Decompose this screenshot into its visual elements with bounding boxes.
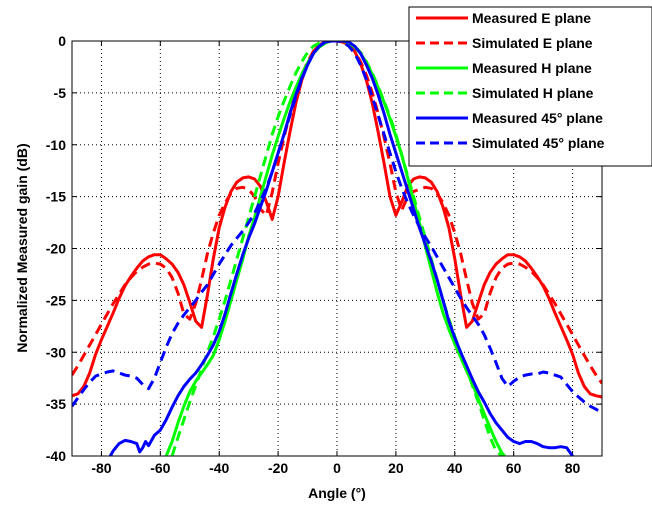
x-tick-label: 20 — [388, 460, 404, 476]
y-tick-label: -30 — [46, 344, 66, 360]
y-tick-label: -35 — [46, 396, 66, 412]
y-tick-label: 0 — [58, 33, 66, 49]
x-tick-label: 0 — [333, 460, 341, 476]
y-tick-label: -20 — [46, 241, 66, 257]
x-tick-label: -80 — [91, 460, 111, 476]
plot-series-area — [72, 41, 602, 456]
series-line-5 — [108, 41, 574, 456]
y-tick-label: -40 — [46, 448, 66, 464]
x-tick-label: 60 — [506, 460, 522, 476]
y-tick-label: -10 — [46, 137, 66, 153]
series-line-1 — [72, 41, 602, 399]
x-tick-label: -60 — [150, 460, 170, 476]
y-tick-label: -15 — [46, 189, 66, 205]
x-tick-label: 80 — [565, 460, 581, 476]
x-axis-tick-labels: -80 -60 -40 -20 0 20 40 60 80 — [91, 460, 580, 476]
legend-label-3: Measured H plane — [472, 60, 592, 76]
x-tick-label: -20 — [268, 460, 288, 476]
y-axis-tick-labels: 0 -5 -10 -15 -20 -25 -30 -35 -40 — [46, 33, 66, 464]
x-tick-label: -40 — [209, 460, 229, 476]
grid-lines — [72, 40, 602, 457]
series-line-6 — [72, 41, 602, 414]
series-line-3 — [164, 41, 506, 456]
y-tick-label: -5 — [54, 85, 67, 101]
legend-label-4: Simulated H plane — [472, 85, 594, 101]
plot-frame — [71, 40, 603, 457]
legend-box — [408, 6, 652, 167]
legend: Measured E plane Simulated E plane Measure… — [408, 6, 652, 167]
series-line-2 — [72, 41, 602, 385]
series-lines — [72, 41, 602, 456]
legend-label-1: Measured E plane — [472, 10, 591, 26]
legend-label-6: Simulated 45° plane — [472, 135, 605, 151]
x-tick-label: 40 — [447, 460, 463, 476]
y-axis-label: Normalized Measured gain (dB) — [14, 143, 30, 352]
y-tick-label: -25 — [46, 292, 66, 308]
legend-label-5: Measured 45° plane — [472, 110, 603, 126]
legend-label-2: Simulated E plane — [472, 35, 593, 51]
x-axis-label: Angle (°) — [308, 485, 366, 501]
